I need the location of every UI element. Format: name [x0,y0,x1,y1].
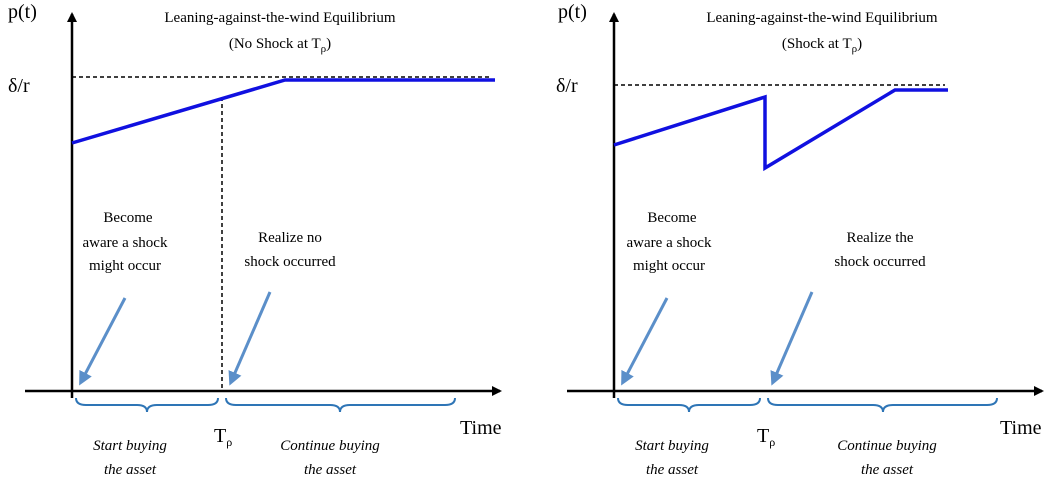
note: Realize the [846,230,913,246]
time-marker: Tρ [214,425,232,449]
arrow [621,297,669,386]
phase: Start buying [93,438,167,454]
subtitle-close: ) [326,36,331,52]
note: might occur [633,258,705,274]
title: Leaning-against-the-wind Equilibrium [706,10,938,26]
subscript: ρ [226,435,232,449]
phase: Start buying [635,438,709,454]
note: aware a shock [627,235,712,251]
subscript: ρ [321,43,327,55]
level-label: δ/r [8,75,30,97]
axis-label: p(t) [558,1,587,23]
subscript: ρ [852,43,858,55]
price-path [613,88,948,172]
arrow [770,291,814,386]
price-path [71,78,495,145]
level-label: δ/r [556,75,578,97]
axis-label: p(t) [8,1,37,23]
subscript: ρ [769,435,775,449]
note: Become [647,210,696,226]
note: shock occurred [834,254,926,270]
arrow [79,297,127,386]
x-axis-label: Time [1000,417,1042,439]
panel-right: p(t) δ/r Leaning-against-the-wind Equili… [556,1,1044,478]
brace [75,397,219,413]
time-marker-text: T [757,425,769,447]
subtitle-text: (Shock at T [782,36,852,52]
note: shock occurred [244,254,336,270]
arrow [228,291,272,386]
subtitle-close: ) [857,36,862,52]
phase: the asset [304,462,357,478]
x-axis-label: Time [460,417,502,439]
title: Leaning-against-the-wind Equilibrium [164,10,396,26]
note: might occur [89,258,161,274]
brace [617,397,761,413]
time-marker-text: T [214,425,226,447]
subtitle-text: (No Shock at T [229,36,321,52]
subtitle: (No Shock at Tρ) [229,36,331,55]
phase: Continue buying [837,438,937,454]
note: Become [103,210,152,226]
subtitle: (Shock at Tρ) [782,36,862,55]
phase: the asset [646,462,699,478]
phase: the asset [861,462,914,478]
phase: Continue buying [280,438,380,454]
panel-left: p(t) δ/r Leaning-against-the-wind Equili… [8,1,502,478]
phase: the asset [104,462,157,478]
note: Realize no [258,230,322,246]
time-marker: Tρ [757,425,775,449]
brace [225,397,456,413]
brace [767,397,998,413]
note: aware a shock [83,235,168,251]
